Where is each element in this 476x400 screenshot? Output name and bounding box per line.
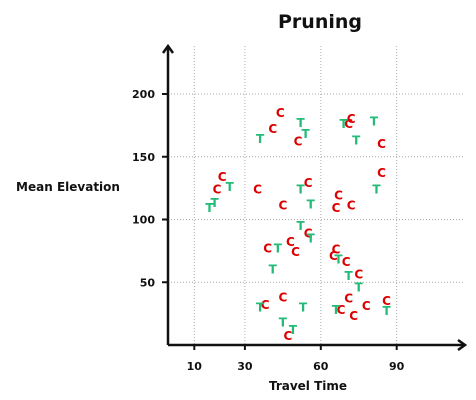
data-point-c: C	[213, 182, 222, 196]
data-point-t: T	[334, 253, 343, 267]
data-point-c: C	[284, 329, 293, 343]
tick-labels: 10 30 60 90 50 100 150 200	[132, 88, 405, 373]
data-point-c: C	[304, 176, 313, 190]
data-point-c: C	[278, 199, 287, 213]
data-point-t: T	[382, 304, 391, 318]
y-tick-label: 50	[140, 276, 156, 289]
data-point-t: T	[296, 182, 305, 196]
y-axis-label: Mean Elevation	[16, 180, 120, 194]
x-tick-label: 90	[389, 360, 405, 373]
data-point-c: C	[377, 166, 386, 180]
data-point-c: C	[268, 122, 277, 136]
data-point-t: T	[352, 133, 361, 147]
data-point-c: C	[276, 106, 285, 120]
data-point-c: C	[218, 170, 227, 184]
data-point-t: T	[345, 269, 354, 283]
data-point-c: C	[332, 243, 341, 257]
data-point-c: C	[278, 290, 287, 304]
data-point-t: T	[302, 127, 311, 141]
data-point-c: C	[344, 117, 353, 131]
y-axis-arrow	[161, 43, 175, 54]
data-point-c: C	[344, 292, 353, 306]
data-point-c: C	[349, 309, 358, 323]
x-tick-label: 60	[313, 360, 329, 373]
data-point-c: C	[347, 199, 356, 213]
data-point-t: T	[226, 180, 235, 194]
data-point-t: T	[289, 323, 298, 337]
chart-title: Pruning	[278, 11, 362, 33]
data-point-t: T	[339, 117, 348, 131]
data-point-t: T	[372, 182, 381, 196]
x-axis-arrow	[457, 338, 468, 352]
y-tick-label: 100	[132, 214, 155, 227]
y-tick-label: 150	[132, 151, 155, 164]
data-point-t: T	[210, 196, 219, 210]
data-point-t: T	[296, 116, 305, 130]
data-point-c: C	[291, 245, 300, 259]
data-point-t: T	[296, 219, 305, 233]
data-point-c: C	[263, 241, 272, 255]
data-point-c: C	[382, 294, 391, 308]
axes	[161, 43, 468, 352]
data-point-c: C	[304, 226, 313, 240]
data-point-t: T	[274, 241, 283, 255]
data-point-t: T	[332, 303, 341, 317]
data-point-c: C	[347, 112, 356, 126]
data-point-c: C	[342, 255, 351, 269]
y-tick-label: 200	[132, 88, 155, 101]
data-point-c: C	[261, 298, 270, 312]
data-point-c: C	[354, 268, 363, 282]
data-point-c: C	[337, 303, 346, 317]
data-point-c: C	[294, 135, 303, 149]
data-point-c: C	[286, 235, 295, 249]
data-point-t: T	[299, 300, 308, 314]
x-tick-label: 10	[187, 360, 203, 373]
data-point-t: T	[307, 197, 316, 211]
data-point-t: T	[355, 280, 364, 294]
data-point-t: T	[269, 263, 278, 277]
data-point-t: T	[205, 201, 214, 215]
x-axis-label: Travel Time	[269, 379, 347, 393]
data-point-c: C	[332, 201, 341, 215]
data-point-c: C	[362, 299, 371, 313]
data-point-c: C	[377, 137, 386, 151]
data-point-t: T	[370, 115, 379, 129]
data-point-t: T	[256, 300, 265, 314]
data-point-c: C	[329, 249, 338, 263]
x-tick-label: 30	[237, 360, 253, 373]
data-point-c: C	[253, 182, 262, 196]
gridlines	[168, 46, 465, 345]
data-point-c: C	[334, 189, 343, 203]
data-point-t: T	[307, 231, 316, 245]
data-point-t: T	[279, 315, 288, 329]
data-point-t: T	[256, 132, 265, 146]
